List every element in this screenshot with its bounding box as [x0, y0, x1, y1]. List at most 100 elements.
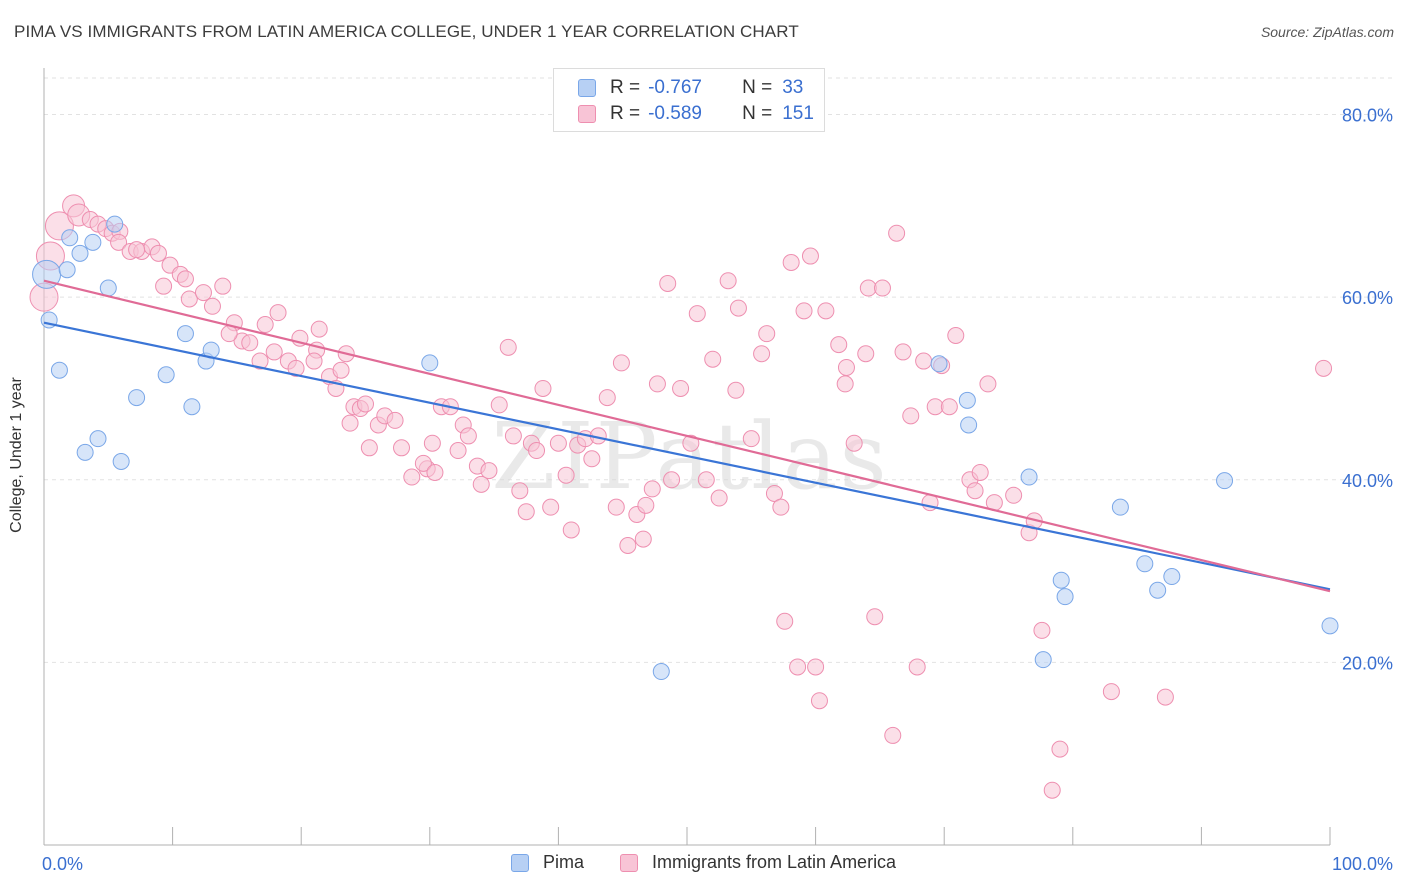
latin-america-point [979, 375, 997, 393]
latin-america-point [830, 336, 848, 354]
latin-america-point [704, 350, 722, 368]
trend-lines [43, 279, 1331, 593]
latin-america-point [845, 434, 863, 452]
latin-n-label: N = [742, 103, 773, 124]
latin-america-point [971, 463, 989, 481]
pima-points [32, 215, 1339, 681]
latin-america-point [894, 343, 912, 361]
latin-america-point [765, 484, 783, 502]
pima-point [960, 416, 978, 434]
latin-america-point [598, 389, 616, 407]
latin-america-point [504, 427, 522, 445]
y-axis-label: College, Under 1 year [8, 377, 25, 533]
latin-america-point [214, 277, 232, 295]
y-tick-label: 60.0% [1342, 288, 1393, 308]
pima-point [71, 244, 89, 262]
latin-america-point [727, 381, 745, 399]
latin-america-point [782, 253, 800, 271]
pima-point [1111, 498, 1129, 516]
latin-america-point [795, 302, 813, 320]
pima-point [1321, 617, 1339, 635]
pima-point [1052, 571, 1070, 589]
latin-america-point [866, 608, 884, 626]
pima-point [652, 663, 670, 681]
latin-america-point [357, 395, 374, 413]
latin-america-point [203, 297, 221, 315]
latin-america-point [663, 471, 681, 489]
latin-america-point [1033, 621, 1051, 639]
pima-point [421, 354, 439, 372]
latin-america-point [772, 498, 790, 516]
legend-item-latin: Immigrants from Latin America [620, 852, 896, 873]
latin-america-point [241, 334, 259, 352]
latin-america-point [180, 290, 198, 308]
legend-label-latin: Immigrants from Latin America [652, 852, 897, 872]
pima-point [106, 215, 124, 233]
latin-america-point [789, 658, 807, 676]
pima-point [1034, 651, 1052, 669]
latin-america-point [697, 471, 715, 489]
latin-america-point [888, 224, 906, 242]
pima-point [112, 453, 130, 470]
latin-america-point [873, 279, 891, 297]
pima-r-label: R = [610, 77, 641, 98]
latin-america-point [557, 466, 575, 484]
latin-america-point [542, 498, 560, 516]
latin-america-point [459, 427, 477, 445]
y-tick-label: 80.0% [1342, 106, 1393, 126]
pima-point [1056, 588, 1074, 606]
latin-america-point [480, 462, 498, 480]
latin-america-point [926, 398, 944, 416]
latin-america-point [511, 482, 529, 500]
latin-america-point [1315, 359, 1333, 377]
legend-swatch-pima [511, 853, 529, 872]
latin-america-point [947, 326, 965, 344]
pima-point [99, 279, 117, 297]
latin-america-point [549, 434, 567, 452]
latin-america-point [915, 352, 933, 370]
pima-r-value: -0.767 [648, 77, 702, 98]
pima-point [183, 398, 201, 416]
stats-box: R = -0.767 N = 33 R = -0.589 N = 151 [553, 68, 825, 132]
source-credit: Source: ZipAtlas.com [1260, 24, 1394, 40]
tick-labels: 20.0% 40.0% 60.0% 80.0% 0.0% 100.0% [42, 106, 1393, 874]
latin-america-point [801, 247, 819, 265]
latin-america-point [426, 463, 444, 481]
latin-america-point [1102, 683, 1120, 701]
pima-point [61, 229, 79, 247]
latin-america-point [194, 284, 212, 302]
latin-america-point [643, 480, 661, 498]
latin-america-point [1005, 486, 1023, 504]
pima-point [1149, 581, 1167, 599]
chart-title: PIMA VS IMMIGRANTS FROM LATIN AMERICA CO… [14, 22, 799, 41]
latin-america-point [659, 274, 677, 292]
latin-america-point [360, 439, 378, 457]
latin-america-point [1043, 781, 1061, 799]
latin-america-point [423, 434, 441, 452]
latin-america-point [220, 325, 238, 343]
latin-america-point [310, 320, 328, 338]
latin-america-point [414, 454, 432, 472]
latin-america-point [859, 279, 877, 297]
latin-n-value: 151 [782, 103, 814, 124]
latin-america-point [729, 299, 747, 317]
pima-point [128, 389, 146, 407]
latin-america-point [758, 325, 776, 343]
legend: Pima Immigrants from Latin America [0, 852, 1406, 878]
pima-trend-line [43, 321, 1331, 591]
latin-america-point [672, 379, 690, 397]
latin-america-point [499, 338, 517, 356]
latin-america-point [155, 277, 173, 295]
latin-america-point [940, 398, 958, 416]
latin-america-point [908, 658, 926, 676]
pima-point [89, 430, 107, 448]
latin-america-point [534, 379, 552, 397]
latin-america-point [634, 530, 652, 548]
latin-america-point [449, 442, 467, 460]
latin-r-value: -0.589 [648, 103, 702, 124]
axes [43, 68, 1331, 846]
latin-america-point [583, 450, 601, 468]
latin-america-point [688, 305, 706, 323]
pima-point [176, 325, 194, 343]
latin-america-point [810, 692, 828, 710]
